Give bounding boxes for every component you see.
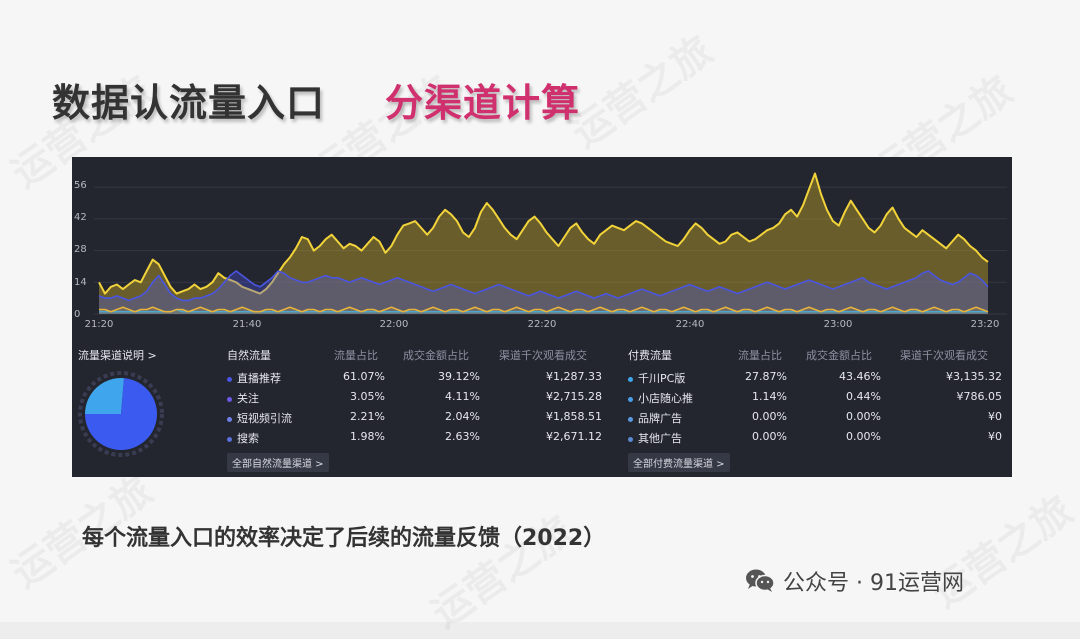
natural-row-gmv: 2.04% bbox=[445, 410, 480, 423]
dot-icon bbox=[628, 396, 633, 402]
y-tick-label: 0 bbox=[74, 309, 81, 320]
traffic-chart bbox=[94, 172, 1007, 315]
paid-traffic-table: 付费流量 流量占比 成交金额占比 渠道千次观看成交 千川PC版 27.87% 4… bbox=[628, 347, 1002, 472]
wechat-icon bbox=[746, 569, 775, 592]
channel-donut-chart bbox=[78, 371, 164, 457]
donut-outer-ring bbox=[78, 371, 164, 457]
donut-slice-paid bbox=[85, 378, 124, 414]
natural-row-perk: ¥1,287.33 bbox=[546, 370, 602, 383]
paid-row-name: 其他广告 bbox=[628, 430, 682, 446]
dot-icon bbox=[227, 436, 232, 442]
paid-row-share: 0.00% bbox=[752, 410, 787, 423]
natural-header-share: 流量占比 bbox=[334, 349, 378, 362]
dashboard-panel: 56 42 28 14 0 21:20 21:40 22:00 22:20 22… bbox=[72, 157, 1012, 477]
natural-header-gmv: 成交金额占比 bbox=[403, 349, 469, 362]
channel-legend-link[interactable]: 流量渠道说明 > bbox=[78, 349, 157, 362]
paid-header-perk: 渠道千次观看成交 bbox=[900, 349, 988, 362]
natural-row-name: 短视频引流 bbox=[227, 410, 292, 426]
all-natural-channels-button[interactable]: 全部自然流量渠道 > bbox=[227, 453, 329, 472]
natural-header-perk: 渠道千次观看成交 bbox=[499, 349, 587, 362]
natural-row-name: 关注 bbox=[227, 390, 259, 406]
natural-row-perk: ¥1,858.51 bbox=[546, 410, 602, 423]
paid-row-name: 品牌广告 bbox=[628, 410, 682, 426]
paid-row-share: 27.87% bbox=[745, 370, 787, 383]
natural-row-gmv: 2.63% bbox=[445, 430, 480, 443]
paid-row-perk: ¥3,135.32 bbox=[946, 370, 1002, 383]
paid-row-name: 小店随心推 bbox=[628, 390, 693, 406]
dot-icon bbox=[628, 416, 633, 422]
natural-row-gmv: 39.12% bbox=[438, 370, 480, 383]
x-tick-label: 23:20 bbox=[970, 319, 1000, 330]
y-tick-label: 14 bbox=[74, 277, 87, 288]
watermark: 运营之旅 bbox=[558, 19, 722, 158]
natural-row-gmv: 4.11% bbox=[445, 390, 480, 403]
paid-header-name: 付费流量 bbox=[628, 349, 672, 362]
series-area-live-recommend bbox=[99, 173, 988, 314]
page-title-accent: 分渠道计算 bbox=[385, 81, 581, 125]
series-line-live-recommend bbox=[98, 172, 989, 295]
natural-row-share: 2.21% bbox=[350, 410, 385, 423]
x-tick-label: 21:20 bbox=[84, 319, 114, 330]
footer: 公众号 · 91运营网 bbox=[745, 565, 964, 597]
watermark: 运营之旅 bbox=[918, 479, 1080, 618]
dot-icon bbox=[628, 436, 633, 442]
x-tick-label: 23:00 bbox=[823, 319, 853, 330]
dot-icon bbox=[628, 376, 633, 382]
dot-icon bbox=[227, 416, 232, 422]
paid-row-perk: ¥786.05 bbox=[956, 390, 1003, 403]
caption: 每个流量入口的效率决定了后续的流量反馈（2022） bbox=[82, 526, 606, 551]
paid-row-name: 千川PC版 bbox=[628, 370, 685, 386]
donut-slice-natural bbox=[85, 378, 157, 450]
paid-row-share: 0.00% bbox=[752, 430, 787, 443]
all-paid-channels-button[interactable]: 全部付费流量渠道 > bbox=[628, 453, 730, 472]
natural-header-name: 自然流量 bbox=[227, 349, 271, 362]
natural-traffic-table: 自然流量 流量占比 成交金额占比 渠道千次观看成交 直播推荐 61.07% 39… bbox=[227, 347, 602, 472]
natural-row-share: 61.07% bbox=[343, 370, 385, 383]
series-line-secondary bbox=[98, 270, 989, 302]
y-tick-label: 28 bbox=[74, 244, 87, 255]
x-tick-label: 22:40 bbox=[675, 319, 705, 330]
x-tick-label: 22:00 bbox=[379, 319, 409, 330]
paid-row-gmv: 0.00% bbox=[846, 410, 881, 423]
y-tick-label: 42 bbox=[74, 212, 87, 223]
natural-row-name: 直播推荐 bbox=[227, 370, 281, 386]
slide: 运营之旅 运营之旅 运营之旅 运营之旅 运营之旅 运营之旅 运营之旅 数据认流量… bbox=[3, 19, 1080, 638]
paid-row-share: 1.14% bbox=[752, 390, 787, 403]
page-title: 数据认流量入口 bbox=[52, 81, 326, 125]
x-tick-label: 21:40 bbox=[232, 319, 262, 330]
footer-text: 公众号 · 91运营网 bbox=[783, 571, 964, 596]
paid-header-gmv: 成交金额占比 bbox=[806, 349, 872, 362]
dot-icon bbox=[227, 396, 232, 402]
series-line-minor bbox=[99, 306, 989, 313]
paid-row-gmv: 0.00% bbox=[846, 430, 881, 443]
paid-row-gmv: 0.44% bbox=[846, 390, 881, 403]
dot-icon bbox=[227, 376, 232, 382]
paid-row-gmv: 43.46% bbox=[839, 370, 881, 383]
paid-row-perk: ¥0 bbox=[988, 430, 1002, 443]
natural-row-share: 3.05% bbox=[350, 390, 385, 403]
y-tick-label: 56 bbox=[74, 180, 87, 191]
natural-row-perk: ¥2,715.28 bbox=[546, 390, 602, 403]
paid-header-share: 流量占比 bbox=[738, 349, 782, 362]
paid-row-perk: ¥0 bbox=[988, 410, 1002, 423]
x-tick-label: 22:20 bbox=[527, 319, 557, 330]
natural-row-share: 1.98% bbox=[350, 430, 385, 443]
natural-row-perk: ¥2,671.12 bbox=[546, 430, 602, 443]
natural-row-name: 搜索 bbox=[227, 430, 259, 446]
